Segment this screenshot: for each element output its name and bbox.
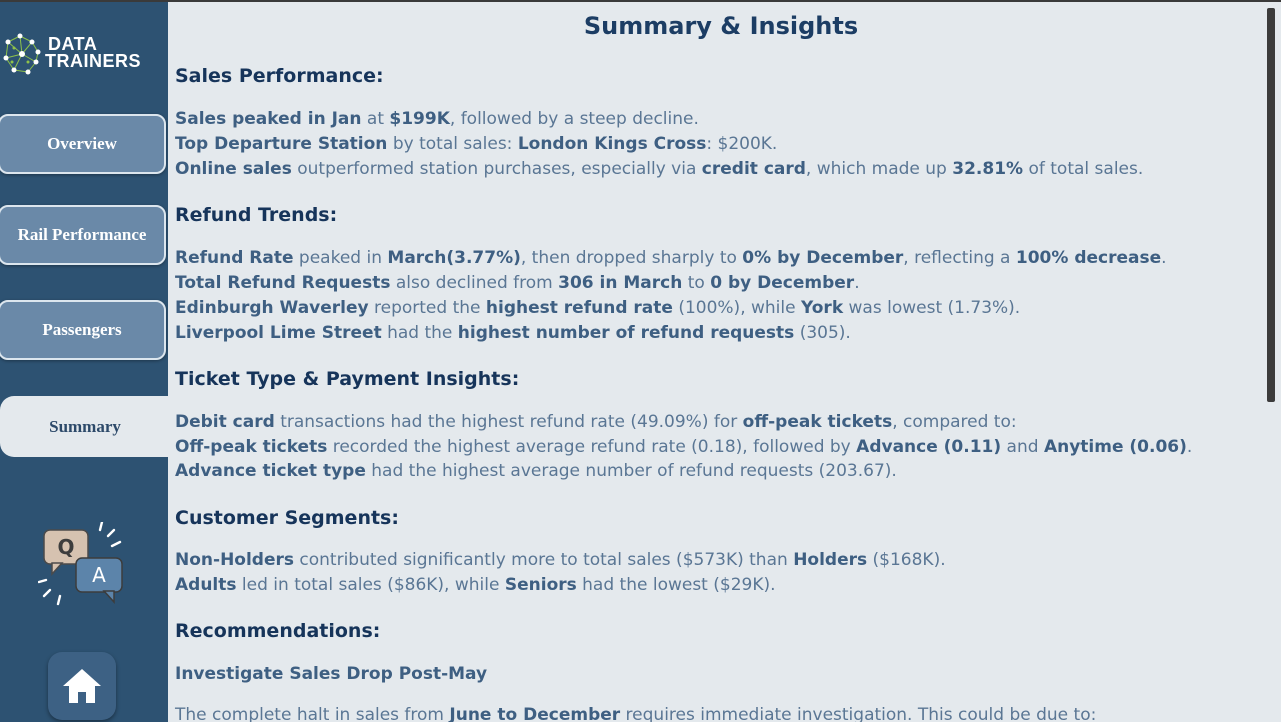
nav-overview-button[interactable]: Overview [0, 114, 166, 174]
nav-summary-button[interactable]: Summary [0, 396, 168, 457]
page-title: Summary & Insights [583, 12, 859, 40]
logo-wordmark: DATA TRAINERS [45, 34, 142, 71]
refund-line-1: Refund Rate peaked in March(3.77%), then… [175, 248, 1167, 268]
section-heading-customer: Customer Segments: [175, 507, 399, 529]
home-button[interactable] [48, 652, 116, 720]
scrollbar-thumb[interactable] [1267, 8, 1275, 402]
section-heading-refund: Refund Trends: [175, 204, 338, 226]
customer-line-2: Adults led in total sales ($86K), while … [175, 575, 776, 595]
network-logo-icon [3, 33, 41, 75]
section-heading-sales: Sales Performance: [175, 65, 384, 87]
ticket-line-2: Off-peak tickets recorded the highest av… [175, 437, 1193, 457]
recommendation-subheading: Investigate Sales Drop Post-May [175, 664, 488, 684]
summary-content: Summary & Insights Sales Performance: Sa… [168, 2, 1264, 722]
section-heading-recommendations: Recommendations: [175, 620, 381, 642]
section-heading-ticket: Ticket Type & Payment Insights: [175, 368, 520, 390]
sales-line-2: Top Departure Station by total sales: Lo… [175, 134, 778, 154]
refund-line-3: Edinburgh Waverley reported the highest … [175, 298, 1021, 318]
svg-text:Q: Q [57, 535, 74, 559]
logo-line-2: TRAINERS [45, 51, 142, 71]
svg-text:A: A [92, 563, 106, 587]
refund-line-4: Liverpool Lime Street had the highest nu… [175, 323, 851, 343]
sidebar: DATA TRAINERS Overview Rail Performance … [0, 2, 168, 722]
sales-line-1: Sales peaked in Jan at $199K, followed b… [175, 109, 699, 129]
refund-line-2: Total Refund Requests also declined from… [175, 273, 860, 293]
window-top-border [0, 0, 1281, 2]
ticket-line-3: Advance ticket type had the highest aver… [175, 461, 897, 481]
customer-line-1: Non-Holders contributed significantly mo… [175, 550, 946, 570]
home-icon [63, 669, 101, 703]
nav-rail-performance-button[interactable]: Rail Performance [0, 205, 166, 265]
sales-line-3: Online sales outperformed station purcha… [175, 159, 1144, 179]
qa-icon[interactable]: Q A [37, 520, 130, 614]
logo-line-1: DATA [48, 34, 98, 54]
nav-passengers-button[interactable]: Passengers [0, 300, 166, 360]
ticket-line-1: Debit card transactions had the highest … [175, 412, 1017, 432]
recommendation-line-1: The complete halt in sales from June to … [175, 705, 1097, 722]
data-trainers-logo: DATA TRAINERS [2, 32, 164, 78]
